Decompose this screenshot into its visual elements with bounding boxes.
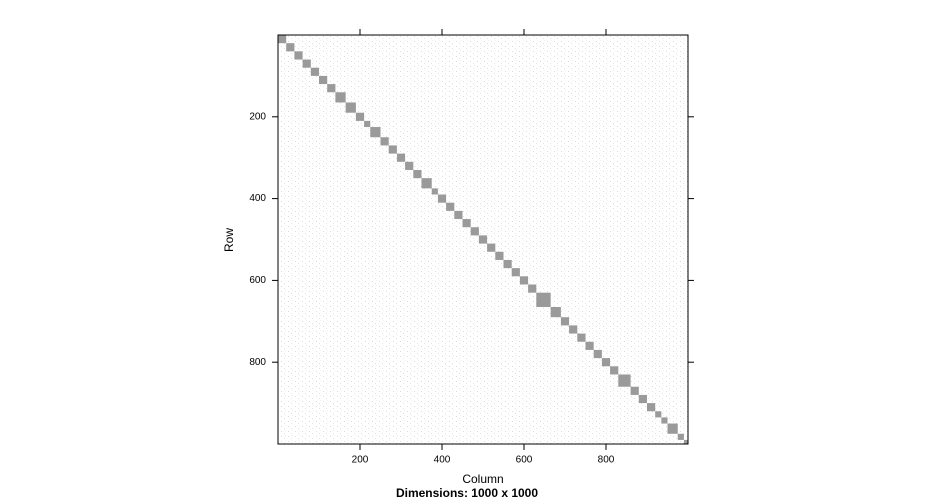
diagonal-block: [618, 374, 631, 387]
diagonal-block: [310, 67, 319, 76]
diagonal-block: [601, 358, 611, 367]
diagonal-block: [647, 403, 656, 412]
diagonal-block: [345, 102, 356, 113]
diagonal-block: [319, 75, 328, 85]
plot-frame: [277, 34, 689, 445]
x-tick-label: 600: [516, 455, 533, 466]
diagonal-block: [677, 433, 684, 440]
diagonal-block: [638, 394, 647, 404]
y-tick-label: 200: [249, 111, 266, 122]
diagonal-block: [380, 137, 389, 146]
diagonal-block: [454, 210, 463, 220]
diagonal-block: [327, 84, 336, 93]
diagonal-block: [560, 317, 570, 326]
y-tick-label: 400: [249, 193, 266, 204]
x-tick-label: 400: [434, 455, 451, 466]
diagonal-block: [421, 178, 432, 189]
diagonal-block: [437, 194, 447, 203]
diagonal-block: [355, 112, 365, 121]
diagonal-block: [569, 325, 578, 334]
diagonal-block: [495, 251, 504, 260]
y-tick-label: 800: [249, 357, 266, 368]
diagonal-block: [610, 366, 619, 375]
x-tick-label: 800: [598, 455, 615, 466]
diagonal-block: [630, 386, 639, 395]
diagonal-block: [577, 333, 586, 342]
diagonal-block: [511, 268, 520, 277]
diagonal-block: [536, 292, 551, 307]
diagonal-block: [286, 43, 295, 52]
diagonal-block: [550, 306, 561, 318]
diagonal-block: [683, 439, 688, 444]
diagonal-block: [294, 51, 303, 60]
diagonal-block: [396, 153, 406, 162]
diagonal-block: [413, 169, 422, 179]
diagonal-block: [503, 259, 512, 269]
diagonal-block: [446, 202, 455, 211]
diagonal-block: [370, 127, 381, 138]
diagonal-block: [519, 276, 529, 285]
diagonal-block: [593, 349, 602, 359]
diagonal-block: [661, 417, 668, 424]
x-tick-label: 200: [352, 455, 369, 466]
diagonal-block: [388, 145, 397, 154]
diagonal-block: [667, 423, 678, 434]
diagonal-block: [487, 243, 496, 252]
diagonal-block: [470, 227, 479, 236]
diagonal-block: [405, 161, 414, 170]
diagonal-block: [585, 341, 594, 350]
y-tick-label: 600: [249, 275, 266, 286]
diagonal-block: [278, 35, 287, 44]
diagonal-block: [528, 284, 537, 293]
x-axis-label: Column: [462, 472, 503, 486]
diagonal-block: [302, 59, 311, 68]
diagonal-block: [655, 411, 662, 418]
diagonal-block: [462, 219, 471, 228]
diagonal-block: [478, 235, 488, 244]
y-axis-label: Row: [222, 228, 236, 252]
diagonal-block: [431, 188, 438, 195]
chart-title: Dimensions: 1000 x 1000: [396, 486, 538, 500]
diagonal-block: [364, 120, 371, 128]
diagonal-block: [335, 92, 346, 103]
